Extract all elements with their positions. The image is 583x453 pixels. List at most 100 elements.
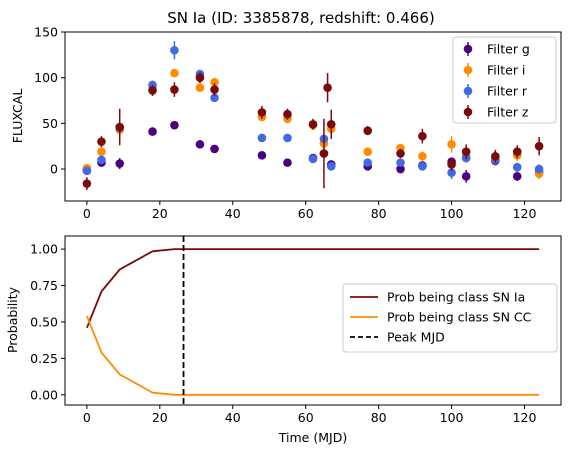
data-point: [210, 93, 219, 103]
lightcurve-ytick-label: 150: [34, 25, 58, 40]
data-point: [447, 168, 456, 177]
legend-marker: [463, 86, 473, 96]
data-point: [148, 127, 157, 136]
probability-ylabel: Probability: [5, 286, 20, 353]
data-point: [148, 86, 157, 95]
legend-marker: [463, 65, 473, 75]
data-point: [418, 161, 427, 171]
data-point: [210, 85, 219, 94]
lightcurve-ytick-label: 0: [50, 162, 58, 177]
probability-ytick-label: 1.00: [30, 242, 58, 257]
data-point: [326, 161, 336, 171]
data-point: [319, 149, 329, 158]
lightcurve-xtick-label: 120: [513, 206, 537, 221]
probability-plot: 0 20 40 60 80 100 120 0.00 0.25 0.50 0.75 1.00 Prob…: [5, 235, 562, 445]
legend-label: Filter z: [487, 105, 529, 120]
data-point: [195, 73, 205, 82]
data-point: [283, 109, 292, 119]
data-point: [210, 144, 219, 154]
legend-label: Prob being class SN Ia: [387, 290, 525, 305]
data-point: [97, 155, 106, 165]
data-point: [512, 162, 522, 172]
data-point: [396, 158, 405, 167]
data-point: [170, 85, 179, 94]
data-point: [195, 83, 205, 93]
data-point: [512, 172, 522, 181]
probability-legend-box: [342, 283, 558, 353]
legend-label: Peak MJD: [387, 330, 445, 345]
data-point: [308, 119, 318, 129]
legend-label: Filter i: [487, 63, 525, 78]
data-point: [257, 108, 267, 117]
probability-axes-frame: [64, 235, 562, 406]
probability-xtick-label: 40: [225, 410, 241, 425]
data-point: [308, 154, 318, 164]
legend-marker: [463, 107, 473, 117]
probability-xlabel: Time (MJD): [278, 430, 347, 445]
data-point: [418, 131, 427, 141]
data-point: [447, 140, 456, 149]
data-point: [97, 147, 106, 156]
lightcurve-ytick-label: 100: [34, 70, 58, 85]
probability-xtick-label: 0: [83, 410, 91, 425]
data-point: [461, 147, 471, 156]
data-point: [396, 164, 405, 174]
data-point: [447, 160, 456, 169]
data-point: [363, 126, 373, 135]
probability-xtick-label: 120: [513, 410, 537, 425]
series-filter-0: [82, 120, 544, 183]
data-point: [195, 140, 205, 149]
data-point: [257, 133, 267, 143]
lightcurve-xtick-label: 20: [152, 206, 168, 221]
lightcurve-plot: 0 20 40 60 80 100 120 0 50 100 150 FLUXCAL Filter …: [10, 25, 562, 221]
probability-xtick-label: 100: [440, 410, 464, 425]
lightcurve-axes-frame: [64, 31, 562, 202]
legend-label: Filter g: [487, 42, 530, 57]
data-point: [461, 172, 471, 181]
probability-xtick-label: 80: [371, 410, 387, 425]
data-point: [170, 120, 179, 130]
lightcurve-ylabel: FLUXCAL: [10, 89, 25, 144]
lightcurve-xtick-label: 100: [440, 206, 464, 221]
data-point: [363, 147, 373, 156]
lightcurve-legend-box: [452, 36, 557, 124]
probability-xtick-label: 60: [298, 410, 314, 425]
probability-ytick-label: 0.00: [30, 387, 58, 402]
legend-label: Prob being class SN CC: [387, 310, 532, 325]
probability-ytick-label: 0.75: [30, 278, 58, 293]
data-point: [82, 179, 92, 188]
probability-line-0: [86, 248, 540, 329]
data-point: [115, 122, 125, 132]
lightcurve-ytick-label: 50: [42, 116, 58, 131]
data-point: [97, 137, 106, 146]
probability-ytick-label: 0.25: [30, 351, 58, 366]
data-point: [257, 151, 267, 160]
data-point: [396, 149, 405, 158]
data-point: [363, 158, 373, 167]
lightcurve-xtick-label: 40: [225, 206, 241, 221]
lightcurve-xtick-label: 80: [371, 206, 387, 221]
probability-ytick-label: 0.50: [30, 314, 58, 329]
data-point: [534, 164, 544, 174]
probability-xtick-label: 20: [152, 410, 168, 425]
data-point: [283, 158, 292, 167]
series-filter-3: [82, 72, 544, 191]
data-point: [418, 151, 427, 161]
data-point: [170, 68, 179, 78]
legend-label: Filter r: [487, 84, 528, 99]
data-point: [82, 166, 92, 176]
lightcurve-xtick-label: 60: [298, 206, 314, 221]
lightcurve-xtick-label: 0: [83, 206, 91, 221]
data-point: [283, 133, 292, 143]
probability-line-1: [86, 315, 540, 396]
data-point: [115, 159, 125, 168]
chart-title: SN Ia (ID: 3385878, redshift: 0.466): [167, 9, 434, 27]
data-point: [210, 77, 219, 87]
data-point: [323, 83, 332, 93]
probability-legend: Prob being class SN Ia Prob being class S…: [342, 283, 558, 353]
data-point: [326, 119, 336, 129]
legend-marker: [463, 44, 473, 54]
lightcurve-legend: Filter g Filter i Filter r Filter z: [452, 36, 557, 124]
data-point: [512, 147, 522, 156]
